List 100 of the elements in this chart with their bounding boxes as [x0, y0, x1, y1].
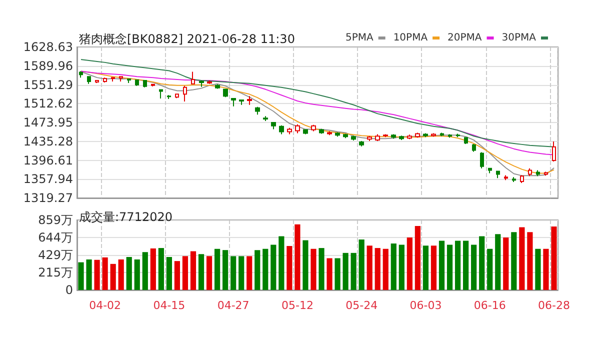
bar — [206, 256, 212, 290]
bar — [454, 240, 461, 290]
bar — [382, 248, 388, 290]
candlestick — [407, 134, 412, 140]
candlestick — [87, 76, 91, 84]
candlestick — [79, 70, 83, 78]
bar — [487, 248, 493, 290]
bar — [503, 237, 509, 290]
bar — [230, 256, 236, 290]
y-tick-label: 1396.61 — [23, 153, 73, 168]
candlestick — [399, 135, 404, 141]
bar — [334, 258, 340, 290]
bar — [222, 250, 228, 290]
candlestick — [231, 98, 236, 107]
bar — [446, 244, 453, 290]
bar — [350, 252, 356, 290]
bar — [358, 239, 364, 290]
bar — [286, 246, 292, 290]
bar — [310, 248, 316, 290]
candlestick — [183, 85, 187, 102]
candlestick — [135, 79, 139, 86]
chart-title: 猪肉概念[BK0882] 2021-06-28 11:30 — [79, 32, 295, 46]
candlestick — [464, 136, 468, 144]
bar — [551, 226, 557, 290]
bar — [342, 252, 348, 290]
bar — [214, 248, 220, 290]
bar — [511, 232, 517, 290]
x-tick-label: 04-02 — [89, 299, 122, 312]
candlestick — [351, 135, 356, 142]
bar — [254, 250, 260, 290]
legend-label: 5PMA — [345, 32, 374, 44]
chart-title: 成交量:7712020 — [79, 210, 172, 224]
candlestick — [327, 130, 332, 136]
bar — [430, 246, 437, 290]
bar — [262, 248, 268, 290]
candlestick — [335, 132, 340, 138]
x-tick-label: 04-27 — [217, 299, 250, 312]
candlestick — [239, 99, 244, 106]
candlestick — [151, 83, 155, 87]
candlestick — [223, 88, 228, 98]
candlestick — [512, 176, 516, 183]
candlestick — [167, 94, 171, 100]
candlestick — [287, 127, 292, 135]
candlestick — [544, 171, 548, 176]
bar — [166, 256, 172, 290]
y-tick-label: 0 — [65, 283, 73, 297]
bar — [543, 248, 549, 290]
y-tick-label: 1357.94 — [23, 172, 73, 186]
x-tick-label: 06-28 — [538, 299, 570, 312]
candlestick — [375, 134, 380, 142]
bar — [438, 240, 445, 290]
candlestick — [520, 174, 524, 184]
candlestick — [119, 76, 123, 82]
candlestick — [303, 128, 308, 135]
candlestick — [111, 76, 115, 82]
candlestick — [199, 80, 204, 88]
bar — [294, 224, 300, 290]
candlestick — [143, 80, 147, 88]
candlestick — [472, 143, 476, 152]
bar — [422, 246, 429, 290]
bar — [519, 227, 525, 290]
candlestick — [159, 88, 163, 100]
bar — [326, 258, 332, 290]
legend-label: 20PMA — [448, 32, 482, 44]
bar — [406, 237, 412, 290]
bar — [118, 259, 124, 290]
bar — [150, 248, 156, 290]
candlestick — [295, 124, 300, 134]
y-tick-label: 644万 — [38, 230, 73, 245]
bar — [142, 252, 148, 290]
bar — [527, 232, 533, 290]
x-tick-label: 06-03 — [410, 299, 442, 312]
line-series — [80, 59, 554, 148]
y-tick-label: 215万 — [38, 265, 73, 280]
bar — [126, 256, 132, 290]
bar — [463, 240, 469, 290]
candlestick — [175, 93, 179, 99]
bar — [246, 256, 252, 290]
candlestick — [103, 77, 107, 83]
candlestick — [552, 141, 556, 162]
bar — [134, 259, 140, 290]
candlestick — [391, 134, 396, 140]
legend-label: 30PMA — [502, 32, 536, 44]
bar — [302, 240, 308, 290]
bar — [86, 259, 92, 290]
bar — [158, 248, 164, 290]
candlestick — [367, 136, 372, 142]
y-tick-label: 1512.62 — [23, 96, 73, 111]
candlestick — [271, 121, 276, 130]
x-tick-label: 05-24 — [346, 299, 378, 312]
candlestick — [456, 133, 460, 138]
candlestick — [496, 170, 500, 179]
y-tick-label: 429万 — [38, 248, 73, 262]
candlestick — [255, 106, 260, 116]
candlestick — [127, 78, 131, 84]
y-tick-label: 1628.63 — [23, 40, 73, 54]
candlestick — [431, 132, 436, 138]
bar — [366, 246, 372, 290]
y-tick-label: 1473.95 — [23, 116, 73, 130]
bar — [110, 264, 116, 290]
